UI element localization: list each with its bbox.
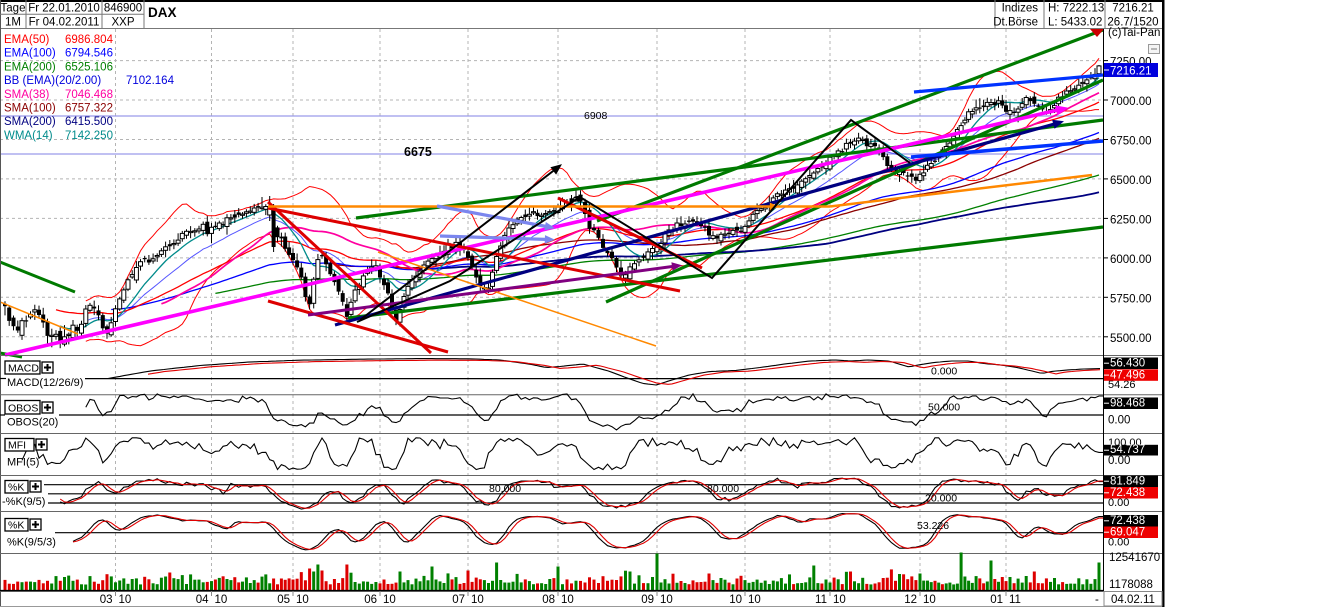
- svg-text:MFI(5): MFI(5): [7, 457, 39, 469]
- svg-text:Fr 22.01.2010: Fr 22.01.2010: [28, 3, 100, 15]
- svg-text:OBOS: OBOS: [8, 403, 38, 415]
- svg-text:0.000: 0.000: [931, 366, 957, 378]
- svg-text:04: 04: [196, 594, 209, 606]
- svg-text:5750.00: 5750.00: [1110, 293, 1152, 305]
- svg-text:6250.00: 6250.00: [1110, 214, 1152, 226]
- svg-text:Indizes: Indizes: [1002, 3, 1039, 15]
- svg-text:H: 7222.13: H: 7222.13: [1048, 3, 1104, 15]
- svg-text:47.496: 47.496: [1110, 369, 1145, 381]
- svg-text:26.7/1520: 26.7/1520: [1107, 17, 1158, 29]
- svg-text:81.849: 81.849: [1110, 476, 1145, 488]
- svg-text:69.047: 69.047: [1110, 527, 1145, 539]
- svg-text:0.00: 0.00: [1108, 415, 1130, 427]
- svg-text:WMA(14): WMA(14): [4, 130, 53, 142]
- svg-text:Dt.Börse: Dt.Börse: [993, 17, 1038, 29]
- svg-text:OBOS(20): OBOS(20): [7, 417, 58, 429]
- svg-text:%K: %K: [8, 520, 24, 532]
- svg-text:BB (EMA)(20/2.00): BB (EMA)(20/2.00): [4, 75, 101, 87]
- svg-text:10: 10: [119, 594, 132, 606]
- svg-text:SMA(38): SMA(38): [4, 89, 50, 101]
- svg-text:6757.322: 6757.322: [65, 103, 113, 115]
- svg-text:MACD(12/26/9): MACD(12/26/9): [7, 377, 83, 389]
- svg-text:7216.21: 7216.21: [1112, 3, 1154, 15]
- svg-text:10: 10: [923, 594, 936, 606]
- svg-text:10: 10: [729, 594, 742, 606]
- svg-text:Fr 04.02.2011: Fr 04.02.2011: [29, 17, 100, 29]
- svg-text:10: 10: [383, 594, 396, 606]
- svg-text:846900: 846900: [104, 3, 142, 15]
- svg-text:6000.00: 6000.00: [1110, 254, 1152, 266]
- svg-text:EMA(200): EMA(200): [4, 61, 56, 73]
- svg-text:06: 06: [364, 594, 377, 606]
- svg-text:03: 03: [100, 594, 113, 606]
- svg-text:6986.804: 6986.804: [65, 34, 114, 46]
- svg-text:08: 08: [542, 594, 555, 606]
- svg-text:54.26: 54.26: [1108, 379, 1136, 391]
- svg-text:-: -: [1095, 594, 1099, 606]
- svg-text:6675: 6675: [404, 145, 432, 159]
- svg-text:10: 10: [748, 594, 761, 606]
- svg-text:04.02.11: 04.02.11: [1111, 594, 1155, 606]
- svg-text:DAX: DAX: [148, 5, 177, 20]
- svg-text:MFI: MFI: [8, 440, 26, 452]
- svg-text:98.468: 98.468: [1110, 398, 1145, 410]
- svg-text:6415.500: 6415.500: [65, 116, 113, 128]
- svg-text:1M: 1M: [5, 17, 21, 29]
- svg-text:01: 01: [990, 594, 1003, 606]
- svg-text:L: 5433.02: L: 5433.02: [1048, 17, 1102, 29]
- svg-text:(c)Tai-Pan: (c)Tai-Pan: [1108, 27, 1160, 39]
- svg-text:56.430: 56.430: [1110, 358, 1145, 370]
- svg-text:20.000: 20.000: [925, 493, 957, 505]
- svg-text:50.000: 50.000: [928, 402, 960, 414]
- svg-text:10: 10: [833, 594, 846, 606]
- svg-text:%K: %K: [8, 482, 24, 494]
- svg-text:7000.00: 7000.00: [1110, 96, 1152, 108]
- svg-text:7142.250: 7142.250: [65, 130, 113, 142]
- svg-text:6794.546: 6794.546: [65, 48, 113, 60]
- svg-text:0.00: 0.00: [1108, 537, 1129, 549]
- svg-text:7046.468: 7046.468: [65, 89, 113, 101]
- svg-text:0.00: 0.00: [1108, 455, 1130, 467]
- svg-text:Tage: Tage: [1, 3, 26, 15]
- svg-text:10: 10: [660, 594, 673, 606]
- svg-text:EMA(50): EMA(50): [4, 34, 50, 46]
- svg-text:10: 10: [215, 594, 228, 606]
- svg-text:72.438: 72.438: [1110, 515, 1145, 527]
- svg-text:SMA(100): SMA(100): [4, 103, 56, 115]
- svg-text:10: 10: [561, 594, 574, 606]
- svg-text:-%K(9/5): -%K(9/5): [2, 496, 45, 508]
- svg-text:10: 10: [296, 594, 309, 606]
- svg-text:6500.00: 6500.00: [1110, 175, 1152, 187]
- svg-text:0.00: 0.00: [1108, 497, 1129, 509]
- svg-text:MACD: MACD: [8, 363, 39, 375]
- svg-text:%K(9/5/3): %K(9/5/3): [7, 537, 56, 549]
- svg-text:10: 10: [471, 594, 484, 606]
- svg-text:07: 07: [452, 594, 465, 606]
- svg-text:6908: 6908: [584, 110, 608, 122]
- svg-text:6525.106: 6525.106: [65, 61, 113, 73]
- svg-text:72.438: 72.438: [1110, 487, 1145, 499]
- svg-text:5500.00: 5500.00: [1110, 333, 1152, 345]
- svg-text:6750.00: 6750.00: [1110, 136, 1152, 148]
- svg-text:SMA(200): SMA(200): [4, 116, 56, 128]
- svg-text:53.226: 53.226: [917, 520, 949, 532]
- svg-text:1178088: 1178088: [1109, 579, 1153, 591]
- svg-text:09: 09: [641, 594, 654, 606]
- svg-text:12541670: 12541670: [1109, 552, 1160, 564]
- svg-text:11: 11: [1009, 594, 1021, 606]
- svg-text:11: 11: [815, 594, 827, 606]
- svg-text:7216.21: 7216.21: [1110, 66, 1152, 78]
- svg-text:80.000: 80.000: [707, 483, 739, 495]
- svg-text:12: 12: [904, 594, 917, 606]
- svg-text:05: 05: [277, 594, 290, 606]
- svg-text:7102.164: 7102.164: [126, 75, 175, 87]
- svg-text:80.000: 80.000: [489, 483, 521, 495]
- svg-text:EMA(100): EMA(100): [4, 48, 56, 60]
- svg-text:XXP: XXP: [111, 17, 134, 29]
- svg-text:54.737: 54.737: [1110, 444, 1145, 456]
